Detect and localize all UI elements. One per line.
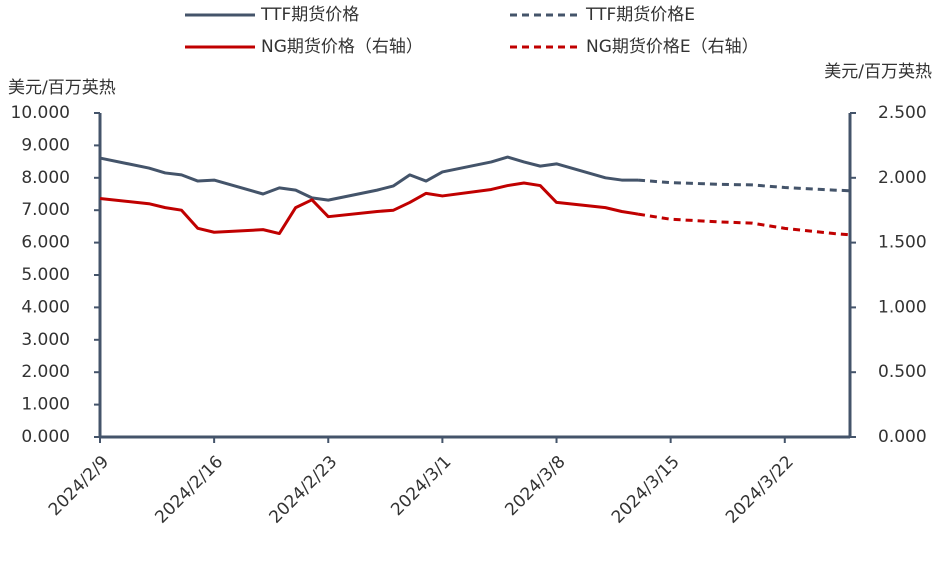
legend-label: TTF期货价格E <box>585 5 695 25</box>
legend-label: NG期货价格（右轴） <box>261 37 423 57</box>
y-tick-label: 3.000 <box>21 330 70 350</box>
y-tick-label: 2.000 <box>21 362 70 382</box>
y-tick-label: 5.000 <box>21 265 70 285</box>
y2-tick-label: 0.000 <box>878 427 927 447</box>
x-tick-label: 2024/3/15 <box>608 452 684 528</box>
y-tick-label: 0.000 <box>21 427 70 447</box>
x-tick-label: 2024/2/23 <box>266 452 342 528</box>
y-tick-label: 10.000 <box>11 103 70 123</box>
y-tick-label: 9.000 <box>21 135 70 155</box>
y-axis-title: 美元/百万英热 <box>8 78 116 98</box>
series-line <box>637 178 851 193</box>
x-tick-label: 2024/3/1 <box>387 452 455 520</box>
legend-label: NG期货价格E（右轴） <box>586 37 759 57</box>
y-tick-label: 8.000 <box>21 168 70 188</box>
x-tick-label: 2024/2/9 <box>45 452 113 520</box>
y2-tick-label: 0.500 <box>878 362 927 382</box>
x-tick-label: 2024/3/22 <box>722 452 798 528</box>
legend-label: TTF期货价格 <box>260 5 359 25</box>
y-tick-label: 1.000 <box>21 395 70 415</box>
x-tick-label: 2024/3/8 <box>501 452 569 520</box>
series-line <box>99 181 639 236</box>
y-tick-label: 6.000 <box>21 233 70 253</box>
x-tick-label: 2024/2/16 <box>151 452 227 528</box>
y-tick-label: 7.000 <box>21 200 70 220</box>
y-tick-label: 4.000 <box>21 297 70 317</box>
y2-axis-title: 美元/百万英热 <box>824 62 932 82</box>
series-line <box>637 212 851 237</box>
y2-tick-label: 2.000 <box>878 168 927 188</box>
y2-tick-label: 2.500 <box>878 103 927 123</box>
y2-tick-label: 1.500 <box>878 233 927 253</box>
y2-tick-label: 1.000 <box>878 297 927 317</box>
series-line <box>99 155 639 202</box>
